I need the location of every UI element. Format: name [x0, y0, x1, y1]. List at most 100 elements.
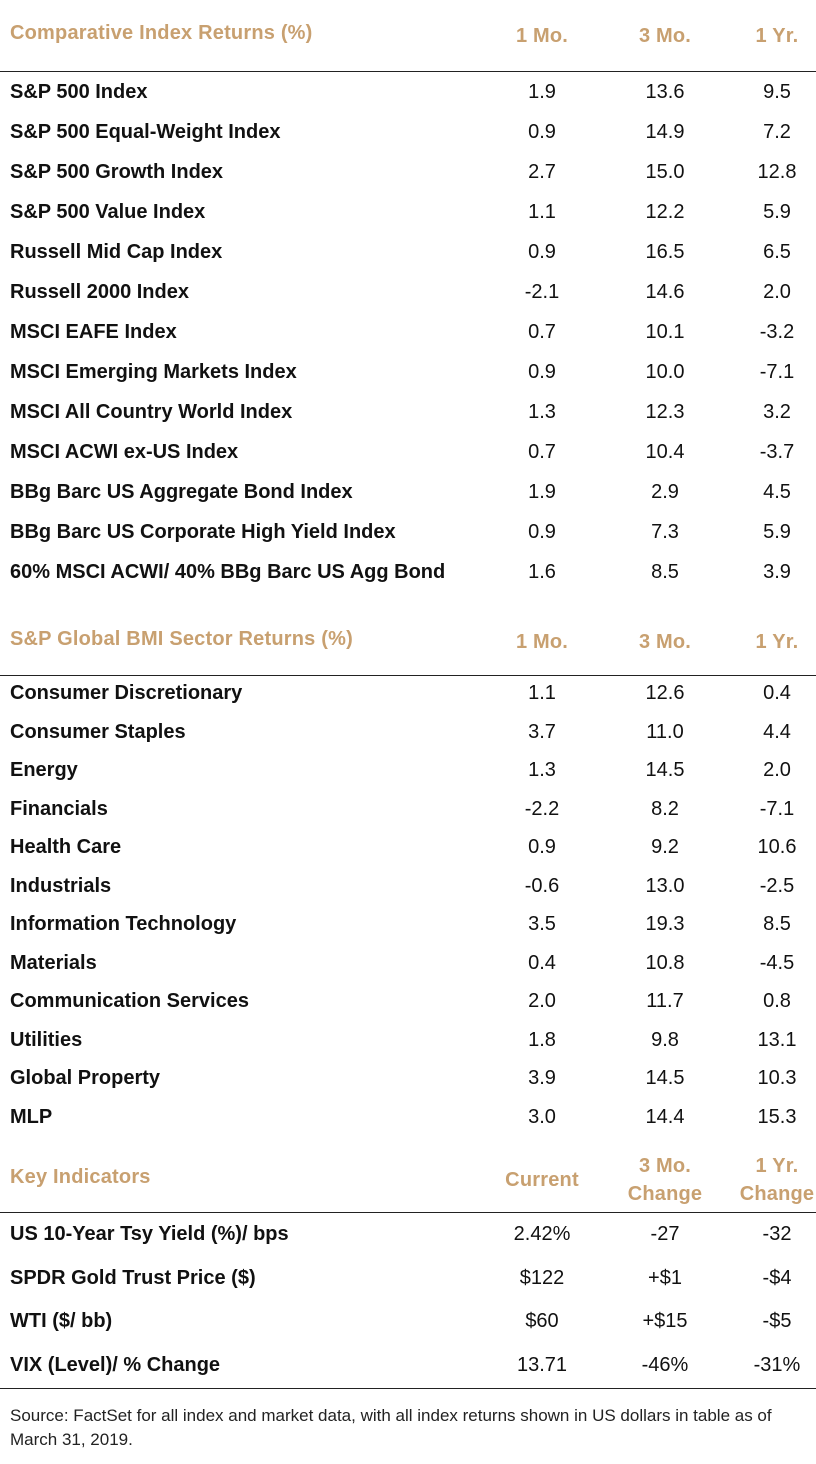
- cell-m1: -2.1: [524, 281, 560, 303]
- row-label: BBg Barc US Corporate High Yield Index: [10, 521, 396, 543]
- cell-m3: 2.9: [651, 481, 679, 503]
- cell-m3: +$1: [648, 1266, 682, 1289]
- row-label: Industrials: [10, 874, 112, 897]
- cell-y1: -32: [762, 1223, 792, 1245]
- row-label: Health Care: [10, 836, 122, 858]
- cell-m3: 14.4: [645, 1105, 685, 1128]
- col-3mo: 3 Mo.: [638, 631, 692, 653]
- divider: [0, 675, 816, 676]
- row-label: SPDR Gold Trust Price ($): [10, 1266, 256, 1289]
- cell-m1: 1.9: [528, 481, 556, 503]
- cell-y1: -$4: [762, 1266, 792, 1289]
- row-label: 60% MSCI ACWI/ 40% BBg Barc US Agg Bond: [10, 561, 446, 583]
- row-label: Global Property: [10, 1067, 161, 1089]
- cell-m1: 2.0: [528, 990, 556, 1012]
- cell-m1: 1.1: [528, 682, 556, 704]
- cell-m1: 2.7: [528, 161, 556, 183]
- cell-y1: 12.8: [757, 161, 797, 183]
- cell-m3: 15.0: [645, 161, 685, 183]
- row-label: Financials: [10, 797, 108, 820]
- row-label: BBg Barc US Aggregate Bond Index: [10, 481, 353, 503]
- cell-m1: 1.1: [528, 201, 556, 223]
- row-label: Russell 2000 Index: [10, 281, 189, 303]
- cell-m1: 3.5: [528, 913, 556, 935]
- cell-y1: 2.0: [763, 759, 791, 781]
- col-3mo-change-line1: 3 Mo.: [638, 1155, 692, 1177]
- cell-y1: 4.5: [763, 481, 791, 503]
- cell-m3: 10.8: [645, 951, 685, 974]
- cell-y1: 3.2: [763, 401, 791, 423]
- cell-m1: 0.7: [528, 321, 556, 343]
- cell-y1: 9.5: [763, 81, 791, 103]
- cell-m1: 0.7: [528, 441, 556, 463]
- col-current: Current: [505, 1169, 579, 1191]
- cell-m1: 0.4: [528, 951, 556, 974]
- cell-y1: -3.7: [759, 441, 795, 463]
- row-label: S&P 500 Value Index: [10, 201, 206, 223]
- cell-m3: 10.0: [645, 361, 685, 383]
- cell-m1: 3.0: [528, 1105, 556, 1128]
- cell-cur: 13.71: [516, 1353, 568, 1376]
- cell-m1: 1.3: [528, 401, 556, 423]
- row-label: MLP: [10, 1105, 53, 1128]
- cell-m1: 1.9: [528, 81, 556, 103]
- cell-m3: 10.1: [645, 321, 685, 343]
- comparative-title: Comparative Index Returns (%): [10, 22, 313, 44]
- cell-m1: 0.9: [528, 836, 556, 858]
- row-label: Information Technology: [10, 913, 237, 935]
- indicators-title: Key Indicators: [10, 1166, 151, 1188]
- cell-cur: 2.42%: [513, 1223, 571, 1245]
- row-label: S&P 500 Index: [10, 81, 148, 103]
- cell-y1: -31%: [753, 1353, 801, 1376]
- cell-m3: -46%: [641, 1353, 689, 1376]
- col-3mo-change-line2: Change: [627, 1183, 703, 1205]
- row-label: Energy: [10, 759, 78, 781]
- cell-m3: 9.8: [651, 1028, 679, 1051]
- cell-m3: 12.2: [645, 201, 685, 223]
- cell-m1: 1.8: [528, 1028, 556, 1051]
- cell-m1: 0.9: [528, 361, 556, 383]
- cell-y1: -2.5: [759, 874, 795, 897]
- row-label: S&P 500 Equal-Weight Index: [10, 121, 281, 143]
- cell-m1: -0.6: [524, 874, 560, 897]
- cell-y1: 5.9: [763, 201, 791, 223]
- cell-m3: 11.0: [646, 720, 684, 743]
- cell-cur: $122: [519, 1266, 565, 1289]
- cell-y1: -$5: [762, 1310, 792, 1332]
- cell-y1: -3.2: [759, 321, 795, 343]
- cell-m3: 8.5: [651, 561, 679, 583]
- row-label: MSCI All Country World Index: [10, 401, 293, 423]
- row-label: S&P 500 Growth Index: [10, 161, 224, 183]
- cell-m1: 1.3: [528, 759, 556, 781]
- cell-y1: 10.6: [757, 836, 797, 858]
- cell-m3: 10.4: [645, 441, 685, 463]
- cell-m3: 14.5: [645, 1067, 685, 1089]
- cell-m3: 14.6: [645, 281, 685, 303]
- col-3mo: 3 Mo.: [638, 25, 692, 47]
- row-label: MSCI EAFE Index: [10, 321, 177, 343]
- cell-m3: 13.6: [645, 81, 685, 103]
- row-label: MSCI ACWI ex-US Index: [10, 441, 239, 463]
- divider: [0, 1212, 816, 1213]
- cell-y1: -7.1: [759, 361, 795, 383]
- cell-m3: 12.3: [645, 401, 685, 423]
- cell-m3: +$15: [642, 1310, 688, 1332]
- cell-m3: 7.3: [651, 521, 679, 543]
- cell-y1: 3.9: [763, 561, 791, 583]
- cell-y1: 6.5: [763, 241, 791, 263]
- sector-title: S&P Global BMI Sector Returns (%): [10, 628, 353, 650]
- cell-y1: 13.1: [757, 1028, 797, 1051]
- source-footnote: Source: FactSet for all index and market…: [10, 1406, 772, 1449]
- cell-y1: 0.4: [763, 682, 791, 704]
- row-label: Utilities: [10, 1028, 83, 1051]
- row-label: Consumer Discretionary: [10, 682, 243, 704]
- row-label: US 10-Year Tsy Yield (%)/ bps: [10, 1223, 289, 1245]
- cell-y1: 10.3: [757, 1067, 797, 1089]
- cell-m1: 0.9: [528, 121, 556, 143]
- cell-y1: 5.9: [763, 521, 791, 543]
- cell-y1: 7.2: [763, 121, 791, 143]
- cell-m1: 1.6: [528, 561, 556, 583]
- row-label: WTI ($/ bb): [10, 1310, 113, 1332]
- col-1yr-change-line2: Change: [739, 1183, 815, 1205]
- cell-m1: -2.2: [524, 797, 560, 820]
